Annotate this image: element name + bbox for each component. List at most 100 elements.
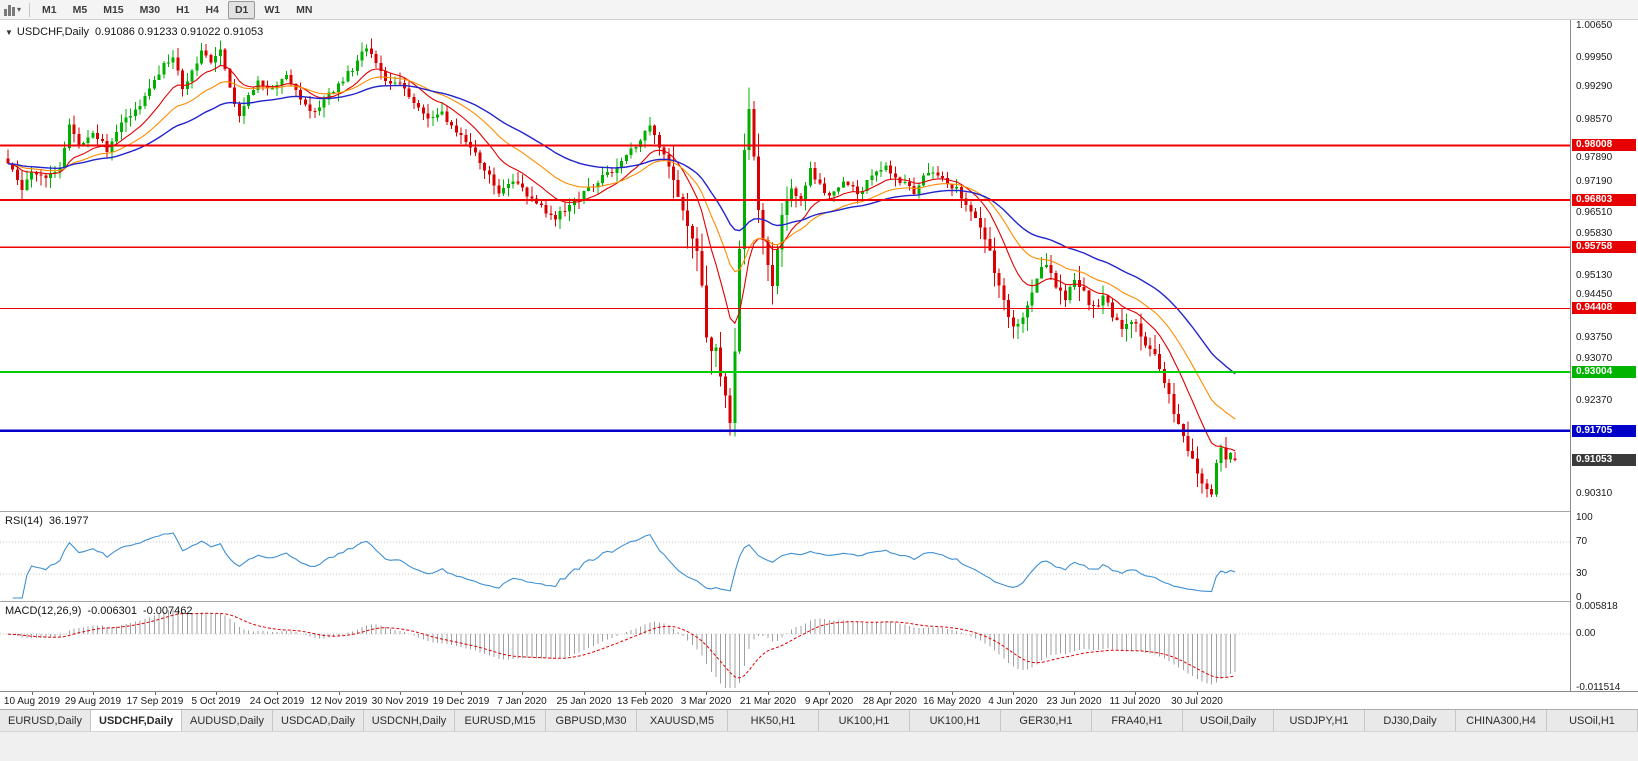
price-scale-label: 0.99950: [1576, 52, 1613, 63]
current-price-badge: 0.91053: [1572, 454, 1636, 466]
time-axis-tick: [768, 692, 769, 695]
time-axis-tick: [400, 692, 401, 695]
price-scale-label: 0.97190: [1576, 176, 1613, 187]
time-axis-tick: [584, 692, 585, 695]
macd-scale-label: -0.011514: [1576, 682, 1621, 693]
rsi-scale-label: 70: [1576, 536, 1588, 547]
chart-symbol-period: USDCHF,Daily: [16, 26, 90, 38]
time-axis-label: 4 Jun 2020: [988, 696, 1038, 707]
time-axis-label: 5 Oct 2019: [191, 696, 241, 707]
time-axis-label: 10 Aug 2019: [3, 696, 61, 707]
chart-tab-hk50-h1[interactable]: HK50,H1: [728, 710, 819, 731]
chart-tab-usdjpy-h1[interactable]: USDJPY,H1: [1274, 710, 1365, 731]
time-axis-label: 23 Jun 2020: [1046, 696, 1102, 707]
rsi-scale-label: 100: [1576, 512, 1593, 523]
price-scale-label: 0.95830: [1576, 228, 1613, 239]
time-axis-label: 19 Dec 2019: [432, 696, 490, 707]
time-axis-tick: [952, 692, 953, 695]
chart-tab-uk100-h1[interactable]: UK100,H1: [819, 710, 910, 731]
time-axis-tick: [339, 692, 340, 695]
timeframe-button-m30[interactable]: M30: [139, 3, 161, 16]
time-axis-label: 16 May 2020: [923, 696, 981, 707]
timeframe-buttons: M1 M5 M15 M30 H1 H4 D1 W1 MN: [35, 0, 319, 19]
pane-separator[interactable]: [0, 511, 1638, 512]
chart-tab-eurusd-daily[interactable]: EURUSD,Daily: [0, 710, 91, 731]
rsi-label: RSI(14): [5, 515, 43, 527]
rsi-scale-label: 30: [1576, 568, 1588, 579]
rsi-title: RSI(14) 36.1977: [5, 515, 89, 527]
time-axis-label: 21 Mar 2020: [739, 696, 797, 707]
timeframe-button-mn[interactable]: MN: [296, 3, 313, 16]
hline-price-badge: 0.98008: [1572, 139, 1636, 151]
pane-separator[interactable]: [0, 601, 1638, 602]
timeframe-button-h1[interactable]: H1: [176, 3, 190, 16]
chart-tab-ger30-h1[interactable]: GER30,H1: [1001, 710, 1092, 731]
chart-tab-usoil-daily[interactable]: USOil,Daily: [1183, 710, 1274, 731]
time-axis-label: 29 Aug 2019: [64, 696, 122, 707]
rsi-value: 36.1977: [48, 515, 89, 527]
chart-tab-eurusd-m15[interactable]: EURUSD,M15: [455, 710, 546, 731]
chart-tab-audusd-daily[interactable]: AUDUSD,Daily: [182, 710, 273, 731]
chart-tab-usoil-h1[interactable]: USOil,H1: [1547, 710, 1638, 731]
macd-indicator-canvas[interactable]: [0, 602, 1570, 691]
price-scale-label: 0.93750: [1576, 332, 1613, 343]
chart-tab-xauusd-m5[interactable]: XAUUSD,M5: [637, 710, 728, 731]
price-scale[interactable]: 0.98008 0.96803 0.95758 0.94408 0.93004 0.917…: [1570, 20, 1638, 693]
timeframe-button-m1[interactable]: M1: [42, 3, 57, 16]
price-scale-label: 0.98570: [1576, 114, 1613, 125]
hline-price-badge: 0.96803: [1572, 194, 1636, 206]
price-scale-label: 0.96510: [1576, 207, 1613, 218]
timeframe-button-d1[interactable]: D1: [227, 0, 256, 19]
time-axis-tick: [93, 692, 94, 695]
timeframe-button-w1[interactable]: W1: [264, 3, 281, 16]
chart-tab-usdcnh-daily[interactable]: USDCNH,Daily: [364, 710, 455, 731]
chart-type-caret-icon[interactable]: ▾: [17, 5, 22, 14]
macd-scale-label: 0.005818: [1576, 601, 1618, 612]
time-axis-tick: [645, 692, 646, 695]
chart-title: ▼ USDCHF,Daily 0.91086 0.91233 0.91022 0.9…: [5, 26, 263, 38]
toolbar-separator: [29, 2, 31, 17]
time-axis-label: 28 Apr 2020: [863, 696, 917, 707]
time-axis-tick: [1013, 692, 1014, 695]
rsi-scale-label: 0: [1576, 592, 1582, 603]
price-scale-label: 0.90310: [1576, 488, 1613, 499]
collapse-panel-icon[interactable]: ▼: [5, 28, 13, 37]
time-axis[interactable]: 10 Aug 2019 29 Aug 2019 17 Sep 2019 5 Oct 2…: [0, 691, 1638, 709]
hline-price-badge: 0.94408: [1572, 302, 1636, 314]
chart-tabs: EURUSD,Daily USDCHF,Daily AUDUSD,Daily USDC…: [0, 709, 1638, 731]
price-chart-canvas[interactable]: [0, 20, 1570, 511]
timeframe-button-h4[interactable]: H4: [205, 3, 219, 16]
price-scale-label: 0.94450: [1576, 289, 1613, 300]
chart-tab-china300-h4[interactable]: CHINA300,H4: [1456, 710, 1547, 731]
time-axis-label: 30 Nov 2019: [371, 696, 429, 707]
time-axis-tick: [216, 692, 217, 695]
chart-tab-gbpusd-m30[interactable]: GBPUSD,M30: [546, 710, 637, 731]
hline-price-badge: 0.93004: [1572, 366, 1636, 378]
time-axis-label: 17 Sep 2019: [126, 696, 184, 707]
time-axis-tick: [461, 692, 462, 695]
time-axis-tick: [1197, 692, 1198, 695]
timeframe-toolbar: ▾ M1 M5 M15 M30 H1 H4 D1 W1 MN: [0, 0, 1638, 20]
time-axis-tick: [32, 692, 33, 695]
price-scale-label: 1.00650: [1576, 20, 1613, 31]
hline-price-badge: 0.91705: [1572, 425, 1636, 437]
timeframe-button-m15[interactable]: M15: [103, 3, 124, 16]
chart-tab-usdcad-daily[interactable]: USDCAD,Daily: [273, 710, 364, 731]
hline-price-badge: 0.95758: [1572, 241, 1636, 253]
price-scale-label: 0.93070: [1576, 353, 1613, 364]
macd-scale-label: 0.00: [1576, 628, 1596, 639]
chart-tab-dj30-daily[interactable]: DJ30,Daily: [1365, 710, 1456, 731]
time-axis-tick: [890, 692, 891, 695]
chart-tab-fra40-h1[interactable]: FRA40,H1: [1092, 710, 1183, 731]
time-axis-label: 12 Nov 2019: [310, 696, 368, 707]
chart-tab-usdchf-daily[interactable]: USDCHF,Daily: [91, 710, 182, 731]
timeframe-button-m5[interactable]: M5: [72, 3, 88, 16]
time-axis-tick: [706, 692, 707, 695]
macd-label: MACD(12,26,9): [5, 605, 82, 617]
chart-tab-uk100-h1[interactable]: UK100,H1: [910, 710, 1001, 731]
time-axis-tick: [1074, 692, 1075, 695]
rsi-indicator-canvas[interactable]: [0, 512, 1570, 601]
chart-type-icon[interactable]: [4, 4, 15, 16]
time-axis-label: 11 Jul 2020: [1109, 696, 1161, 707]
time-axis-label: 7 Jan 2020: [497, 696, 547, 707]
